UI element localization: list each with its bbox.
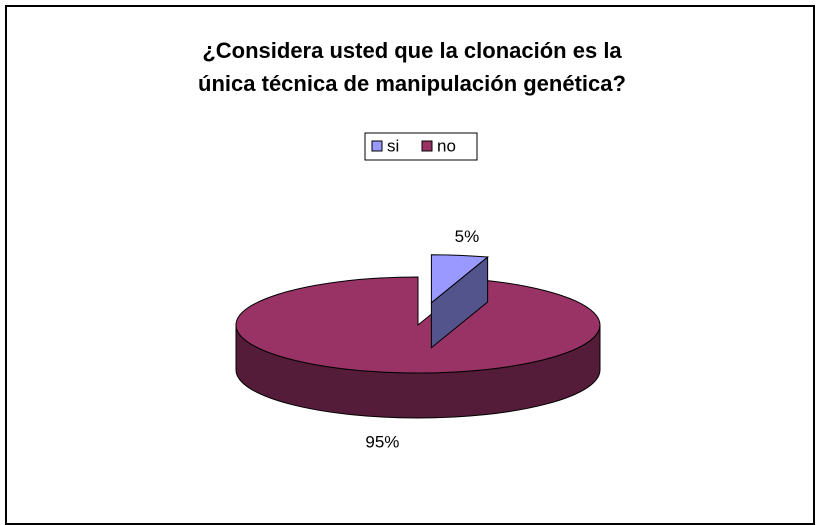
slice [235,276,601,374]
legend-swatch [371,140,383,152]
slice [430,254,489,304]
data-label: 95% [365,433,399,452]
legend-box [364,132,478,161]
page: {"chart_data": {"type": "pie3d", "title"… [5,5,815,525]
chart-title: ¿Considera usted que la clonación es la … [198,38,626,96]
legend-label: si [387,136,399,155]
legend-swatch [421,140,433,152]
legend-label: no [437,136,456,155]
data-label: 5% [455,227,480,246]
chart: si no 95% 5% [235,132,601,452]
